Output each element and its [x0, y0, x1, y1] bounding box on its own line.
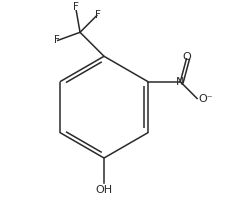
Text: N: N: [176, 77, 184, 87]
Text: F: F: [54, 35, 60, 45]
Text: F: F: [73, 2, 79, 12]
Text: F: F: [95, 10, 101, 20]
Text: O: O: [182, 52, 191, 62]
Text: OH: OH: [95, 185, 112, 195]
Text: O⁻: O⁻: [199, 94, 213, 104]
